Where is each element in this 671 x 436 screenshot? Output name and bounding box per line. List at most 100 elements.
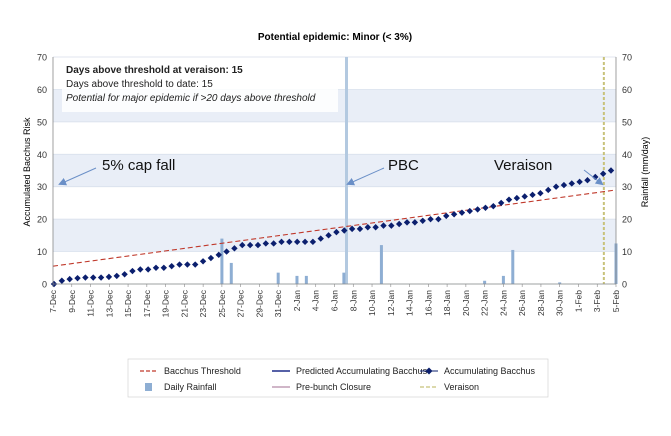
x-tick-label: 7-Dec: [48, 289, 58, 312]
accumulating-point: [254, 241, 262, 249]
x-tick-label: 19-Dec: [161, 289, 171, 317]
y2-tick-label: 10: [622, 247, 632, 257]
x-tick-label: 8-Jan: [348, 290, 358, 312]
accumulating-point: [568, 180, 575, 187]
rainfall-bar: [342, 272, 346, 284]
accumulating-point: [529, 191, 536, 199]
x-tick-label: 6-Jan: [330, 290, 340, 312]
annotation-arrow: [58, 167, 97, 186]
rainfall-bar: [379, 245, 383, 284]
rainfall-bar: [501, 275, 505, 284]
accumulating-point: [411, 219, 419, 226]
accumulating-point: [435, 215, 442, 223]
accumulating-point: [497, 199, 505, 207]
accumulating-point: [137, 266, 144, 273]
accumulating-point: [356, 225, 364, 233]
threshold-line-path: [52, 189, 617, 267]
y-tick-label: 0: [42, 280, 47, 290]
accumulating-point: [121, 271, 128, 278]
x-tick-label: 24-Jan: [498, 290, 508, 316]
accumulating-point: [490, 202, 497, 210]
annotation-arrow: [583, 169, 604, 186]
x-tick-label: 25-Dec: [217, 289, 227, 317]
accumulating-point: [160, 264, 168, 271]
grid-band: [53, 219, 616, 252]
accumulating-point: [129, 267, 136, 275]
y-tick-label: 70: [37, 53, 47, 63]
accumulating-point: [505, 196, 513, 203]
accumulating-point: [545, 186, 552, 194]
accumulating-point: [560, 181, 568, 189]
accumulating-point: [152, 264, 160, 271]
accumulating-point: [513, 194, 521, 202]
info-box: Days above threshold at veraison: 15 Day…: [62, 60, 338, 112]
accumulating-point: [278, 238, 285, 246]
accumulating-point: [380, 222, 387, 229]
accumulating-point: [58, 277, 66, 284]
x-tick-label: 9-Dec: [67, 289, 77, 312]
x-tick-label: 21-Dec: [179, 289, 189, 317]
y2-tick-label: 40: [622, 150, 632, 160]
x-tick-label: 1-Feb: [573, 290, 583, 312]
annotation-arrow: [346, 167, 385, 186]
y-tick-labels: 0 10 20 30 40 50 60 70: [37, 53, 47, 290]
x-tick-label: 30-Jan: [555, 290, 565, 316]
accumulating-point: [395, 220, 403, 228]
y2-tick-label: 50: [622, 117, 632, 127]
accumulating-point: [74, 274, 81, 282]
x-tick-label: 31-Dec: [273, 289, 283, 317]
accumulating-point: [521, 193, 528, 200]
x-tick-label: 17-Dec: [142, 289, 152, 317]
accumulating-point: [474, 206, 481, 213]
rainfall-bar: [276, 272, 280, 284]
x-tick-label: 12-Jan: [386, 290, 396, 316]
rainfall-bar: [511, 249, 515, 284]
accumulating-point: [192, 261, 199, 268]
legend-label: Pre-bunch Closure: [296, 382, 371, 392]
x-tick-label: 22-Jan: [480, 290, 490, 316]
rainfall-bar: [483, 280, 487, 284]
accumulating-point: [372, 224, 379, 231]
x-tick-label: 23-Dec: [198, 289, 208, 317]
legend-label: Predicted Accumulating Bacchus: [296, 366, 428, 376]
accumulating-point: [223, 248, 230, 255]
accumulating-point: [427, 215, 434, 223]
accumulating-point: [325, 232, 332, 239]
x-tick-label: 16-Jan: [423, 290, 433, 316]
x-tick-label: 14-Jan: [405, 290, 415, 316]
threshold-line: [52, 189, 617, 267]
accumulating-point: [176, 261, 183, 268]
accumulating-point: [199, 258, 207, 265]
grid-band: [53, 154, 616, 187]
accumulating-point: [348, 225, 356, 233]
accumulating-point: [403, 219, 411, 226]
annotation-label: PBC: [388, 157, 419, 174]
x-tick-label: 27-Dec: [236, 289, 246, 317]
accumulating-point: [301, 238, 309, 246]
info-line-to-date: Days above threshold to date: 15: [66, 79, 213, 90]
accumulating-point: [286, 238, 293, 246]
x-tick-label: 29-Dec: [254, 289, 264, 317]
accumulating-point: [105, 273, 113, 281]
y-tick-label: 10: [37, 247, 47, 257]
y-tick-label: 50: [37, 117, 47, 127]
accumulating-point: [576, 178, 583, 186]
x-tick-label: 13-Dec: [104, 289, 114, 317]
accumulating-point: [90, 274, 97, 281]
annotations: 5% cap fall PBC Veraison: [58, 157, 604, 186]
info-line-potential: Potential for major epidemic if >20 days…: [66, 93, 316, 104]
accumulating-point: [231, 245, 238, 252]
rainfall-bar: [229, 262, 233, 284]
x-tick-label: 3-Feb: [592, 290, 602, 312]
x-tick-labels: 7-Dec 9-Dec 11-Dec 13-Dec 15-Dec 17-Dec 19-Dec…: [48, 284, 621, 317]
accumulating-point: [270, 240, 277, 247]
accumulating-point: [262, 240, 270, 247]
x-tick-label: 11-Dec: [86, 289, 96, 317]
x-tick-label: 18-Jan: [442, 290, 452, 316]
accumulating-point: [552, 183, 560, 190]
accumulating-point: [207, 254, 215, 262]
x-tick-label: 5-Feb: [611, 290, 621, 312]
y2-tick-label: 70: [622, 53, 632, 63]
y2-tick-label: 20: [622, 215, 632, 225]
accumulating-point: [215, 251, 222, 259]
